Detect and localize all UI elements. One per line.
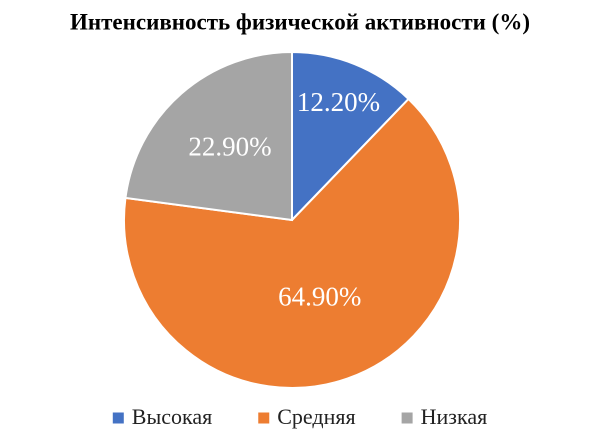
pie-slice xyxy=(123,97,461,389)
value-label: 22.90% xyxy=(188,131,271,161)
chart-title: Интенсивность физической активности (%) xyxy=(70,9,530,34)
pie-slice xyxy=(291,50,410,223)
legend-swatch xyxy=(112,412,124,424)
value-label: 12.20% xyxy=(297,87,380,117)
legend-swatch xyxy=(258,412,270,424)
legend-label: Высокая xyxy=(132,404,212,429)
legend-label: Средняя xyxy=(277,404,355,429)
legend-swatch xyxy=(401,412,413,424)
legend-label: Низкая xyxy=(421,404,488,429)
pie-slice xyxy=(124,50,293,222)
legend: Высокая Средняя Низкая xyxy=(112,404,488,429)
value-label: 64.90% xyxy=(278,282,361,312)
